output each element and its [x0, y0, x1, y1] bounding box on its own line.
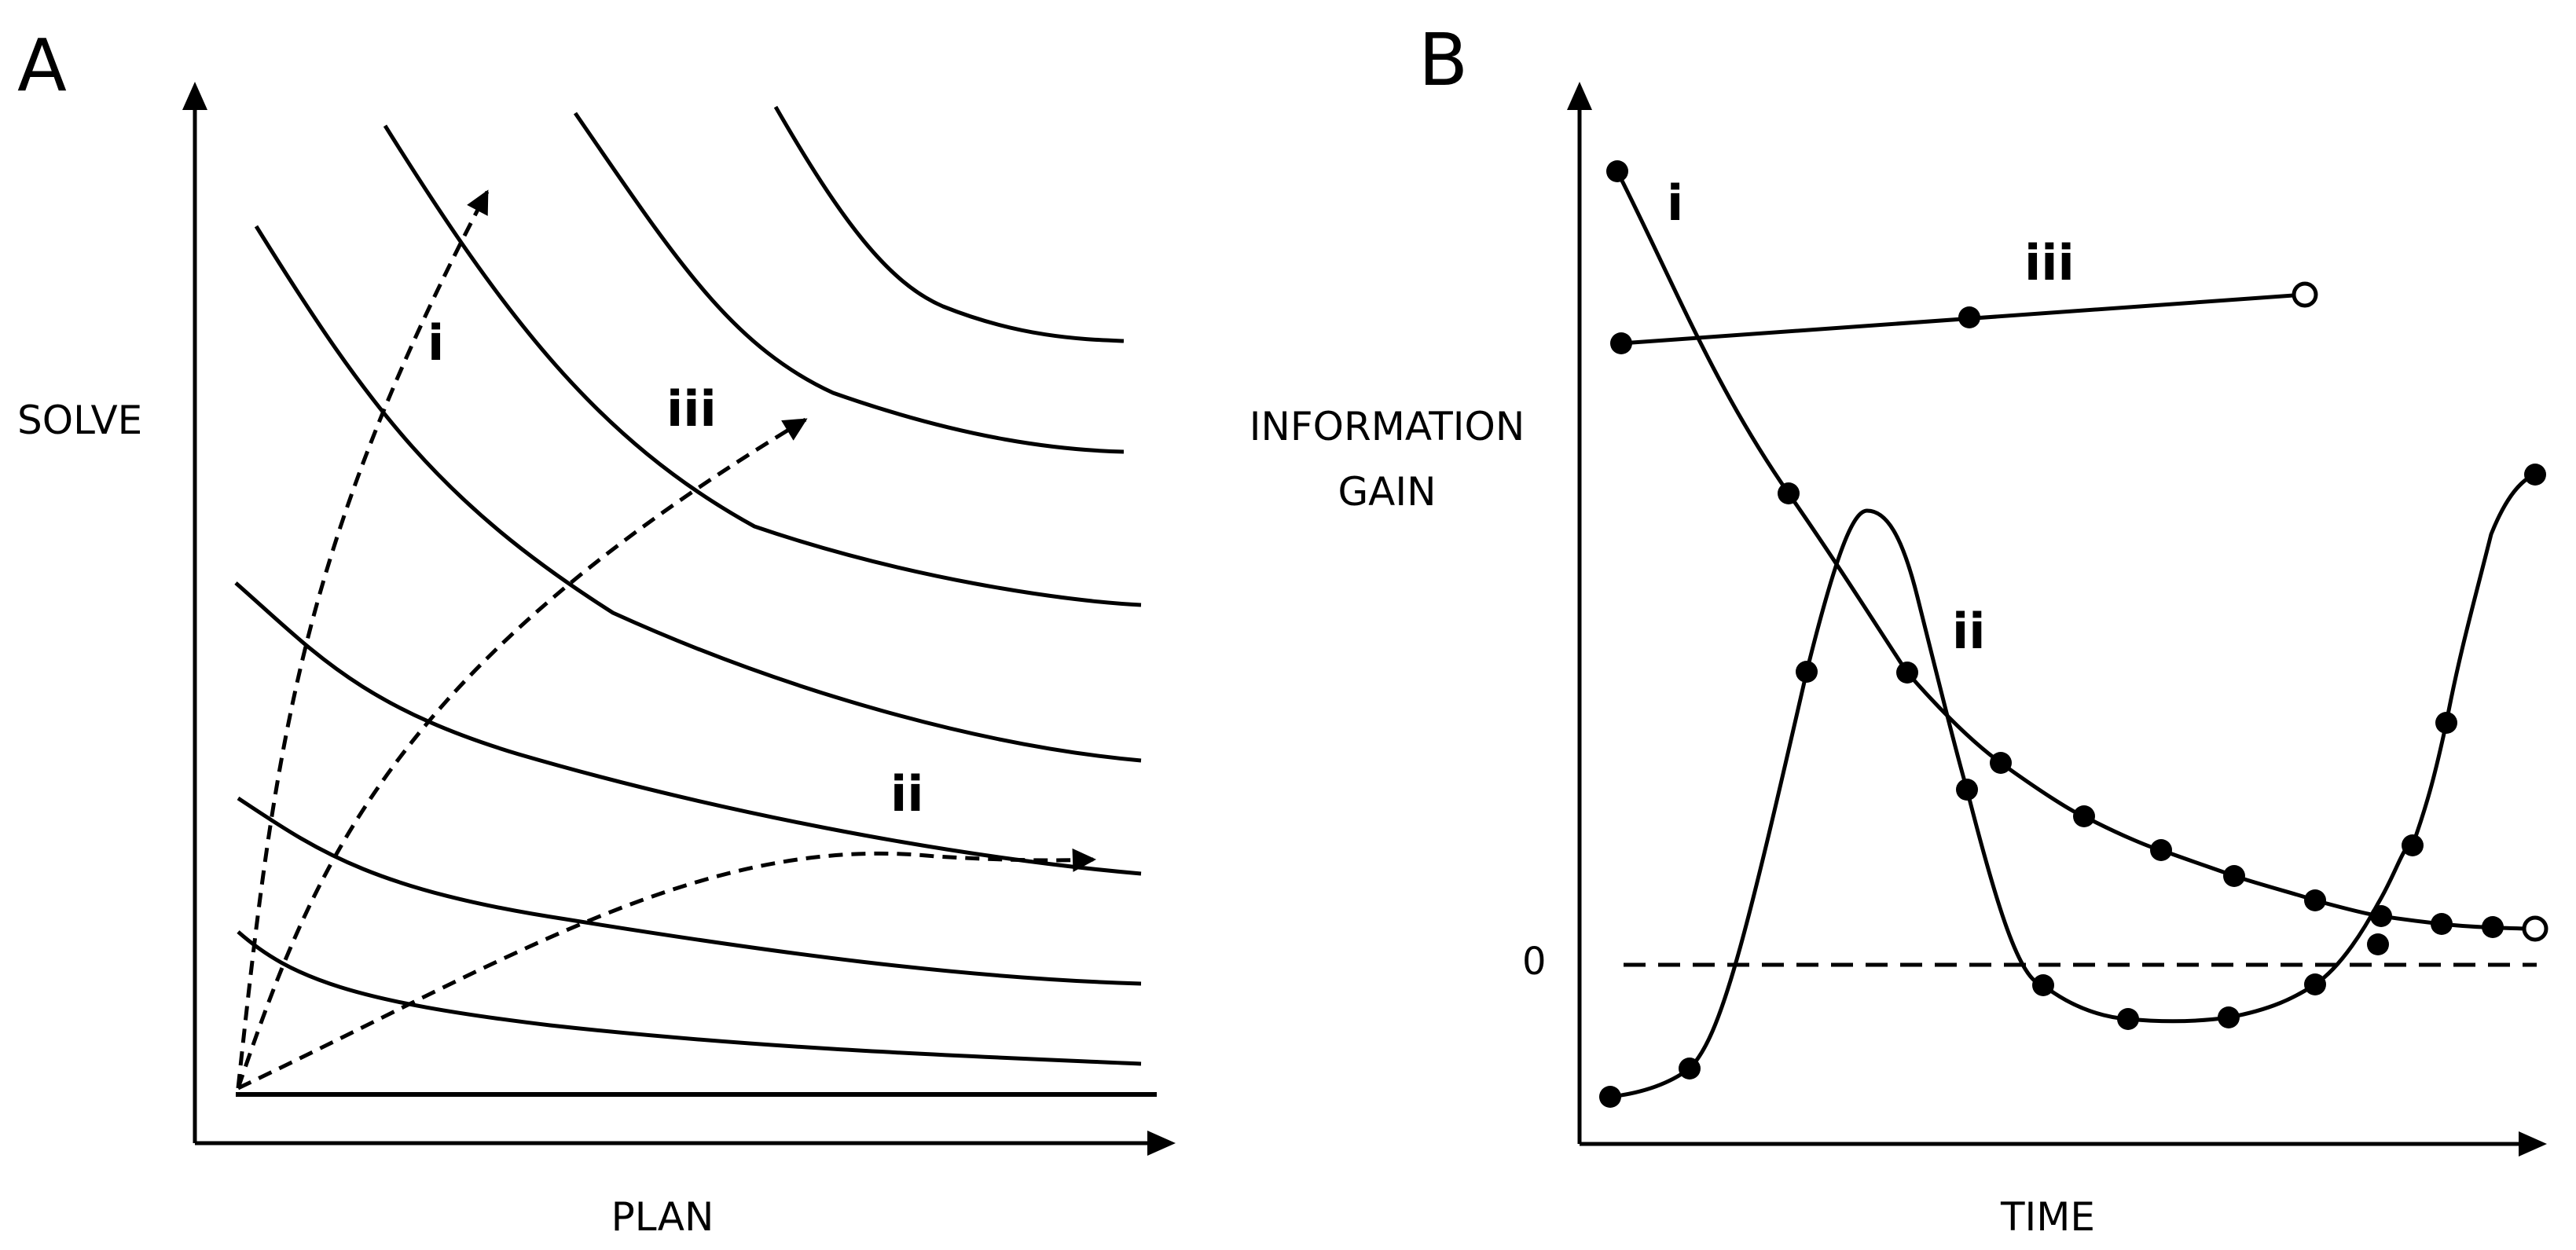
series-ii-point — [2304, 973, 2326, 995]
panel-a: A i iii ii SOLVE PLAN — [17, 24, 1176, 1240]
series-ii-line — [1609, 472, 2536, 1099]
dashed-path-iii — [236, 417, 808, 1089]
panel-a-contour-curves — [234, 105, 1142, 1066]
panel-b-series-label-i: i — [1667, 174, 1683, 232]
series-i-open-endpoint — [2522, 915, 2548, 942]
series-i-point — [2482, 916, 2504, 938]
series-ii-point — [1956, 779, 1978, 801]
panel-b-series-label-iii: iii — [2024, 234, 2075, 291]
panel-a-y-axis-label: SOLVE — [17, 398, 142, 443]
contour-curve-4 — [254, 225, 1142, 763]
panel-a-path-label-ii: ii — [890, 765, 924, 823]
panel-b-y-axis-arrowhead — [1567, 82, 1592, 110]
series-ii-point — [1796, 661, 1818, 683]
series-iii — [1610, 281, 2318, 354]
series-ii-point — [2032, 974, 2054, 996]
series-i-point — [2304, 889, 2326, 911]
dashed-path-i — [236, 189, 490, 1089]
panel-a-path-label-i: i — [427, 314, 444, 372]
panel-b-letter: B — [1418, 18, 1468, 102]
panel-b-x-axis-arrowhead — [2519, 1131, 2547, 1157]
series-iii-point — [1610, 332, 1632, 354]
series-ii-point — [2524, 464, 2546, 486]
panel-a-path-label-iii: iii — [666, 380, 717, 438]
series-ii-point — [2435, 712, 2457, 734]
series-i-point — [1990, 752, 2012, 774]
series-i-point — [1896, 662, 1918, 684]
contour-curve-5 — [383, 124, 1142, 607]
contour-curve-7 — [773, 105, 1125, 343]
series-ii — [1599, 464, 2546, 1108]
series-i-point — [2223, 865, 2245, 887]
contour-curve-2 — [237, 796, 1142, 986]
zero-tick-label: 0 — [1522, 940, 1547, 984]
series-ii-point — [2367, 933, 2389, 955]
series-ii-point — [2402, 834, 2424, 856]
panel-a-x-axis-label: PLAN — [611, 1194, 714, 1240]
panel-b: B 0 — [1249, 18, 2548, 1240]
contour-curve-3 — [234, 581, 1142, 876]
series-i-point — [2150, 839, 2172, 861]
panel-b-y-axis-label-line1: INFORMATION — [1249, 404, 1525, 449]
series-ii-point — [1679, 1058, 1701, 1080]
contour-curve-1 — [237, 930, 1142, 1066]
series-ii-point — [1599, 1086, 1621, 1108]
panel-a-letter: A — [17, 24, 67, 108]
panel-b-series-label-ii: ii — [1952, 603, 1986, 660]
dashed-path-ii — [237, 848, 1096, 1091]
series-i-point — [2073, 805, 2095, 827]
series-i-point — [1778, 482, 1800, 504]
series-i-point — [2431, 913, 2453, 935]
panel-a-x-axis-arrowhead — [1147, 1131, 1176, 1156]
panel-b-x-axis-label: TIME — [2000, 1194, 2095, 1240]
panel-b-y-axis-label-line2: GAIN — [1338, 469, 1436, 515]
series-ii-point — [2117, 1008, 2139, 1030]
series-iii-point — [1958, 306, 1980, 328]
series-iii-open-endpoint — [2292, 281, 2318, 308]
series-ii-point — [2218, 1006, 2240, 1028]
panel-a-dashed-paths — [236, 189, 1096, 1091]
contour-curve-6 — [573, 112, 1125, 454]
series-i — [1606, 160, 2548, 942]
panel-a-y-axis-arrowhead — [182, 82, 207, 110]
series-i-point — [1606, 160, 1628, 182]
